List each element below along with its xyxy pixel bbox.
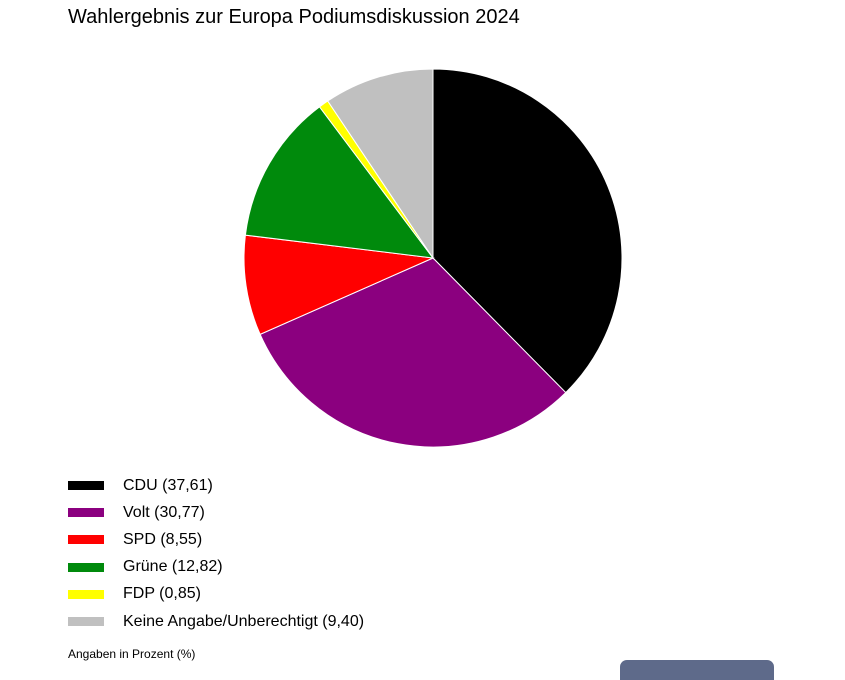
pie-slice-spd (243, 234, 435, 336)
legend-item-fdp: FDP (0,85) (68, 581, 364, 608)
legend-swatch-spd (68, 535, 104, 545)
legend-item-cdu: CDU (37,61) (68, 472, 364, 499)
legend-label-cdu: CDU (37,61) (123, 476, 213, 494)
legend-swatch-volt (68, 508, 104, 518)
legend-swatch-keine-angabe (68, 617, 104, 627)
legend-label-keine-angabe: Keine Angabe/Unberechtigt (9,40) (123, 612, 365, 630)
legend-swatch-cdu (68, 481, 104, 491)
legend-item-keine-angabe: Keine Angabe/Unberechtigt (9,40) (68, 608, 364, 635)
bottom-tab[interactable] (620, 660, 774, 680)
legend-label-volt: Volt (30,77) (123, 503, 205, 521)
legend: CDU (37,61) Volt (30,77) SPD (8,55) Grün… (68, 472, 364, 635)
pie-slice-keine-angabe-unberechtigt (327, 68, 434, 260)
legend-item-gruene: Grüne (12,82) (68, 554, 364, 581)
legend-item-volt: Volt (30,77) (68, 499, 364, 526)
legend-swatch-fdp (68, 589, 104, 599)
legend-label-fdp: FDP (0,85) (123, 585, 201, 603)
pie-chart (243, 68, 623, 448)
pie-slice-gruene (244, 106, 435, 259)
legend-swatch-gruene (68, 562, 104, 572)
legend-label-spd: SPD (8,55) (123, 530, 203, 548)
footnote: Angaben in Prozent (%) (68, 647, 196, 661)
pie-slice-cdu (432, 68, 623, 394)
pie-slice-volt (259, 257, 567, 448)
legend-label-gruene: Grüne (12,82) (123, 558, 223, 576)
chart-title: Wahlergebnis zur Europa Podiumsdiskussio… (68, 6, 520, 28)
legend-item-spd: SPD (8,55) (68, 526, 364, 553)
